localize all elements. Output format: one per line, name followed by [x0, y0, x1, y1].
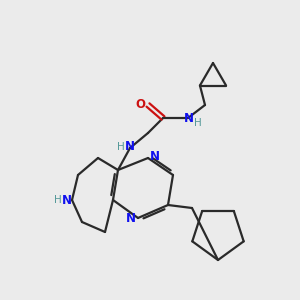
Text: H: H	[54, 195, 62, 205]
Text: N: N	[184, 112, 194, 124]
Text: N: N	[126, 212, 136, 226]
Text: N: N	[62, 194, 72, 206]
Text: N: N	[125, 140, 135, 154]
Text: H: H	[117, 142, 125, 152]
Text: H: H	[194, 118, 202, 128]
Text: O: O	[135, 98, 145, 112]
Text: N: N	[150, 151, 160, 164]
